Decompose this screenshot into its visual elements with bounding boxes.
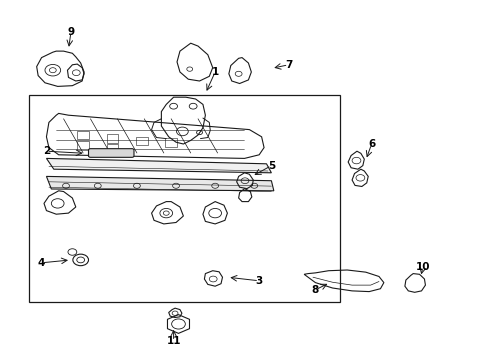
- Text: 5: 5: [267, 161, 274, 171]
- Polygon shape: [46, 158, 271, 173]
- Text: 8: 8: [311, 285, 318, 295]
- Text: 6: 6: [367, 139, 374, 149]
- Bar: [29, 95, 339, 302]
- Text: 9: 9: [67, 27, 74, 37]
- Polygon shape: [46, 176, 273, 191]
- Text: 7: 7: [284, 60, 292, 70]
- Text: 11: 11: [166, 336, 181, 346]
- FancyBboxPatch shape: [88, 149, 134, 157]
- Text: 1: 1: [211, 67, 218, 77]
- Text: 2: 2: [43, 146, 50, 156]
- Text: 10: 10: [415, 262, 429, 272]
- Text: 4: 4: [38, 258, 45, 268]
- Text: 3: 3: [255, 276, 262, 286]
